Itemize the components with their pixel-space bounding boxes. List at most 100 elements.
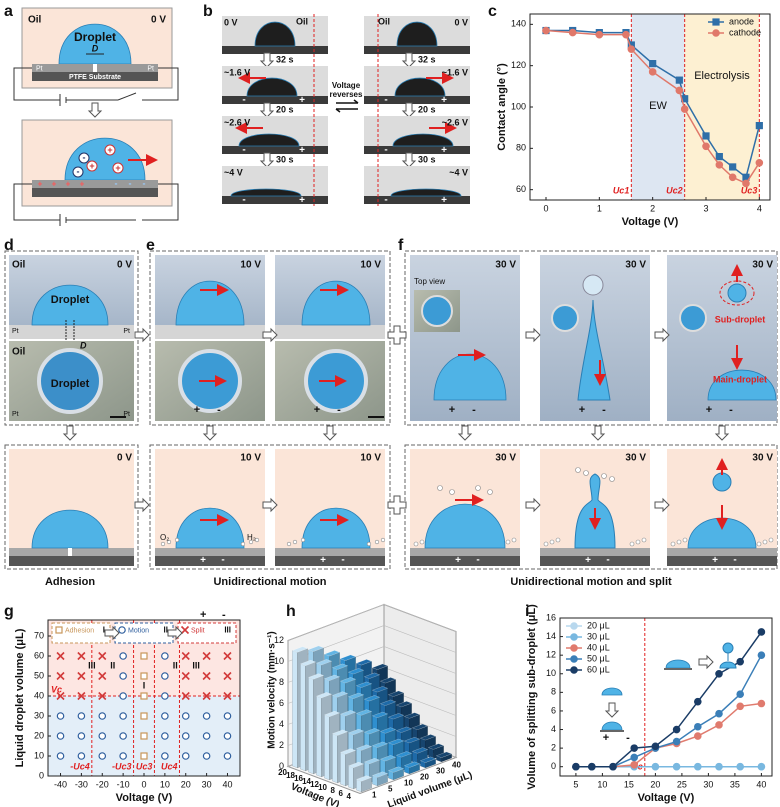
y-axis-label: Contact angle (°) bbox=[496, 63, 508, 151]
y-tick-label: 80 bbox=[516, 143, 526, 153]
bar-top bbox=[403, 737, 421, 744]
bar-top bbox=[331, 729, 349, 736]
region-label: I bbox=[143, 680, 146, 690]
panel-bg bbox=[364, 96, 470, 104]
flow-arrow bbox=[654, 327, 670, 343]
bar-top bbox=[291, 646, 309, 653]
marker bbox=[651, 762, 660, 771]
marker bbox=[55, 626, 63, 634]
y-tick-label: 40 bbox=[34, 690, 44, 700]
bar-top bbox=[403, 761, 421, 768]
region-label: II bbox=[164, 626, 168, 635]
marker bbox=[675, 86, 684, 95]
panel-label: b bbox=[203, 3, 213, 20]
marker bbox=[140, 672, 148, 680]
legend-label: 20 μL bbox=[587, 620, 610, 630]
marker bbox=[140, 652, 148, 660]
bar-top bbox=[339, 654, 357, 661]
droplet bbox=[679, 304, 707, 332]
droplet bbox=[238, 133, 300, 147]
bar bbox=[435, 751, 453, 763]
bubble bbox=[756, 541, 762, 547]
z-tick-label: 10 bbox=[274, 656, 284, 666]
circuit bbox=[13, 183, 179, 226]
label: 32 s bbox=[418, 54, 436, 64]
panel-bg bbox=[32, 72, 158, 81]
label: - bbox=[602, 404, 606, 416]
marker bbox=[77, 752, 86, 760]
panel-bg bbox=[155, 548, 265, 556]
marker bbox=[118, 626, 126, 634]
label: - bbox=[222, 609, 226, 621]
label: 30 s bbox=[276, 154, 294, 164]
bubble bbox=[292, 539, 298, 545]
label: + bbox=[314, 404, 320, 416]
marker bbox=[693, 732, 702, 740]
bar-top bbox=[347, 761, 365, 769]
label: 30 V bbox=[495, 453, 516, 464]
marker bbox=[570, 666, 578, 674]
droplet bbox=[394, 77, 446, 97]
droplet bbox=[390, 188, 462, 197]
label: + bbox=[107, 145, 112, 155]
droplet bbox=[246, 77, 298, 97]
label: Droplet bbox=[74, 30, 116, 44]
marker bbox=[77, 651, 86, 661]
y-tick-label: 2 bbox=[551, 742, 556, 752]
flow-arrow bbox=[167, 625, 183, 641]
bar-face bbox=[300, 663, 306, 772]
bar-top bbox=[403, 712, 421, 719]
x-axis-label: Voltage (V) bbox=[622, 216, 679, 228]
flow-arrow bbox=[401, 152, 417, 168]
panel-bg bbox=[540, 556, 650, 566]
label: - bbox=[217, 404, 221, 416]
bubble bbox=[511, 537, 517, 543]
flow-arrow bbox=[259, 152, 275, 168]
panel-label: g bbox=[4, 603, 14, 620]
marker bbox=[702, 142, 710, 151]
y-tick-label: 10 bbox=[404, 779, 413, 788]
marker bbox=[202, 651, 211, 661]
label: Top view bbox=[414, 277, 445, 286]
label: - bbox=[472, 404, 476, 416]
bar-top bbox=[427, 743, 445, 750]
panel-bg bbox=[155, 325, 265, 339]
bar-face bbox=[332, 733, 338, 784]
label: Uc2 bbox=[666, 185, 683, 195]
marker bbox=[181, 671, 190, 681]
bar-top bbox=[395, 726, 413, 733]
bar-top bbox=[347, 692, 365, 699]
bubble bbox=[248, 539, 254, 545]
panel-bg bbox=[9, 556, 134, 566]
panel-bg bbox=[32, 180, 158, 188]
x-tick-label: 3 bbox=[703, 203, 708, 213]
bar-top bbox=[395, 751, 413, 758]
label: Droplet bbox=[51, 378, 90, 390]
marker bbox=[223, 651, 232, 661]
bar-top bbox=[419, 756, 437, 763]
label: + bbox=[449, 404, 455, 416]
y-tick-label: 60 bbox=[34, 650, 44, 660]
x-axis-label: Voltage (V) bbox=[116, 792, 173, 804]
x-tick-label: -40 bbox=[54, 779, 67, 789]
bubble bbox=[240, 541, 246, 547]
region-label: II bbox=[173, 660, 178, 670]
label: D bbox=[80, 340, 87, 350]
flow-arrow bbox=[604, 702, 620, 718]
label: Vc bbox=[51, 684, 62, 694]
flow-arrow bbox=[698, 654, 714, 670]
label: - bbox=[476, 555, 479, 566]
label: ~4 V bbox=[449, 167, 468, 177]
label: Unidirectional motion and split bbox=[510, 576, 672, 588]
marker bbox=[755, 121, 763, 130]
bar-top bbox=[411, 747, 429, 754]
double-arrow bbox=[335, 99, 359, 113]
bar-top bbox=[355, 775, 373, 782]
droplet bbox=[254, 21, 296, 47]
marker bbox=[180, 625, 190, 635]
label: + bbox=[299, 195, 305, 206]
marker bbox=[223, 691, 232, 701]
marker bbox=[161, 752, 169, 760]
x-tick-label: 40 bbox=[756, 779, 766, 789]
label: Motion bbox=[128, 627, 149, 634]
